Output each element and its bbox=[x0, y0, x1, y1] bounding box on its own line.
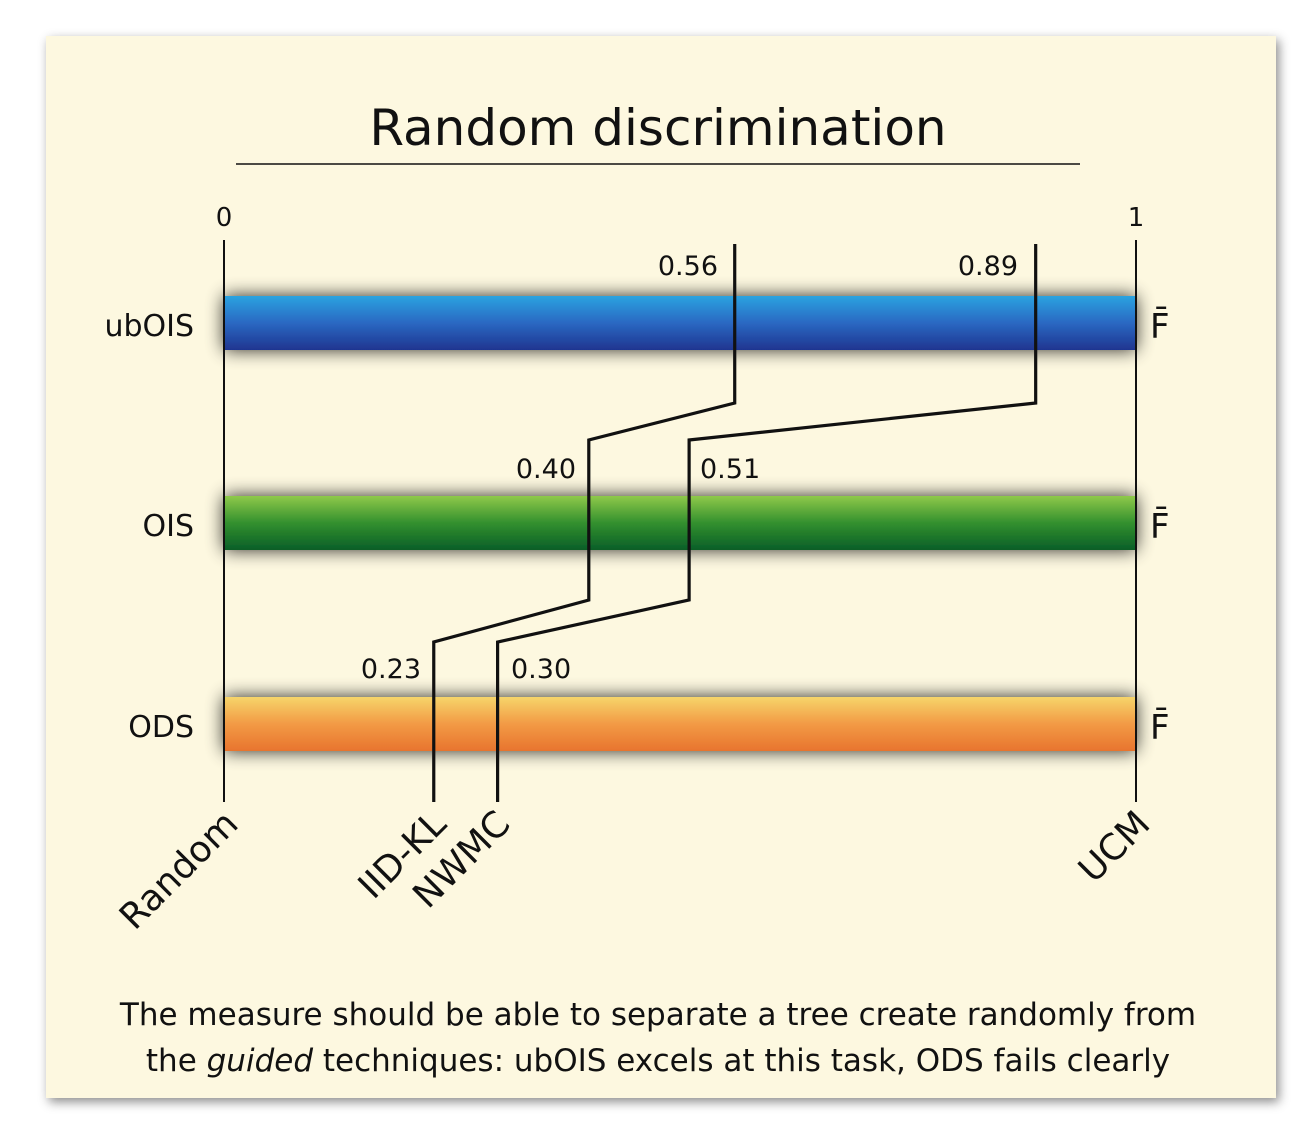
nwmc-path bbox=[496, 244, 1038, 802]
bar-label-ubois: ubOIS bbox=[104, 309, 194, 344]
value-iid-kl-ods: 0.23 bbox=[361, 654, 421, 685]
method-label-random: Random bbox=[112, 803, 246, 937]
bar-ubois bbox=[224, 296, 1136, 350]
bar-label-ods: ODS bbox=[128, 710, 194, 745]
value-nwmc-ubois: 0.89 bbox=[958, 251, 1018, 282]
figure-card bbox=[46, 36, 1276, 1098]
value-nwmc-ods: 0.30 bbox=[511, 654, 571, 685]
method-label-ucm: UCM bbox=[1071, 803, 1158, 890]
value-iid-kl-ois: 0.40 bbox=[516, 454, 576, 485]
caption: The measure should be able to separate a… bbox=[0, 992, 1316, 1084]
bars-group bbox=[224, 296, 1136, 751]
metric-label-ois: F̄ bbox=[1150, 506, 1170, 547]
scale-min-label: 0 bbox=[216, 203, 233, 233]
value-nwmc-ois: 0.51 bbox=[700, 454, 760, 485]
caption-line-2-end: techniques: ubOIS excels at this task, O… bbox=[313, 1043, 1171, 1079]
bar-ois bbox=[224, 496, 1136, 550]
bar-ods bbox=[224, 697, 1136, 751]
metric-label-ubois: F̄ bbox=[1150, 306, 1170, 347]
diagram-title: Random discrimination bbox=[369, 99, 946, 157]
value-iid-kl-ubois: 0.56 bbox=[658, 251, 718, 282]
caption-emphasis: guided bbox=[206, 1043, 313, 1079]
metric-label-ods: F̄ bbox=[1150, 707, 1170, 748]
bar-label-ois: OIS bbox=[142, 509, 194, 544]
caption-line-1: The measure should be able to separate a… bbox=[119, 997, 1197, 1033]
random-discrimination-diagram: Random discrimination 0 1 ubOIS OIS ODS … bbox=[104, 99, 1170, 938]
scale-max-label: 1 bbox=[1128, 203, 1145, 233]
iid-kl-path bbox=[432, 244, 737, 802]
caption-line-2: the guided techniques: ubOIS excels at t… bbox=[0, 1038, 1316, 1084]
caption-line-2-start: the bbox=[145, 1043, 207, 1079]
